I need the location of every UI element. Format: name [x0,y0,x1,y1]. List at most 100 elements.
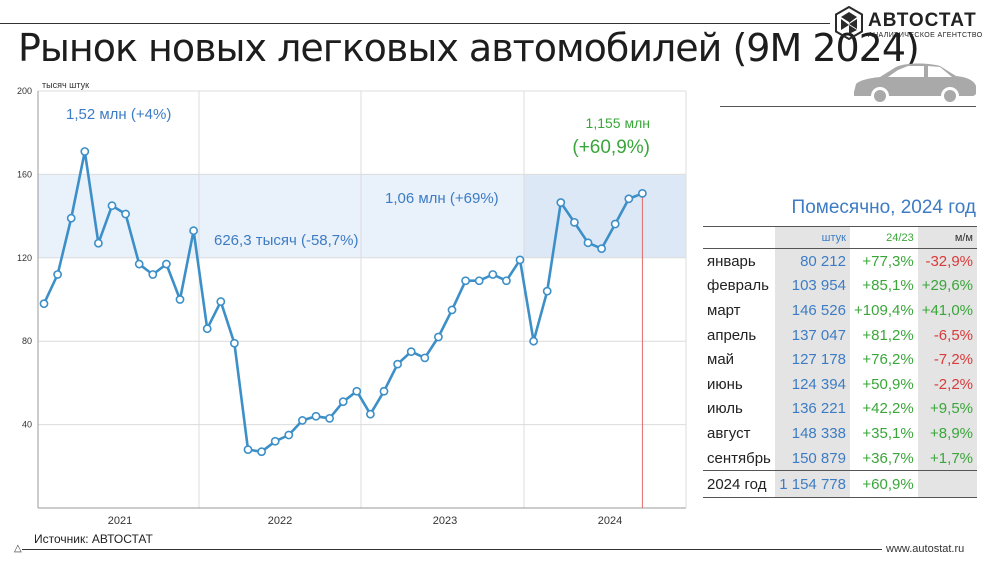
highlight-band-2024 [524,174,686,258]
data-point [461,276,470,286]
x-tick-label: 2023 [433,515,457,527]
data-point [284,430,294,440]
row-value: 136 221 [775,396,850,422]
data-point [433,332,443,342]
row-value: 137 047 [775,322,850,348]
data-point [610,219,620,229]
header-mom: м/м [917,226,977,249]
data-point [134,259,144,269]
row-mom: -6,5% [917,322,977,348]
logo: АВТОСТАТ АНАЛИТИЧЕСКОЕ АГЕНТСТВО [834,5,994,48]
logo-name: АВТОСТАТ [868,10,977,31]
row-mom: +29,6% [917,273,977,299]
data-point [393,359,402,369]
x-tick-label: 2022 [268,515,292,527]
line-chart: 40 80 120 160 200 тысяч штук 2021 2022 2023 2024 1… [17,80,687,527]
data-point [365,409,375,419]
data-point [297,416,307,425]
data-point [216,297,226,306]
data-point [583,238,593,248]
row-month: апрель [707,326,757,344]
page-title: Рынок новых легковых автомобилей (9М 202… [18,26,920,70]
table-header-row: штук 24/23 м/м [703,226,977,249]
data-point [53,270,62,279]
data-point [243,445,253,455]
y-tick-label: 80 [22,336,32,346]
row-mom: -32,9% [917,248,977,274]
data-point [270,436,280,446]
data-point [488,270,498,279]
annotation-2024-total: 1,155 млн [586,115,650,131]
annotation-2023: 1,06 млн (+69%) [385,190,499,207]
row-month: июль [707,400,743,418]
data-point [257,447,266,457]
annotation-2022: 626,3 тысяч (-58,7%) [214,232,358,249]
annotation-2021: 1,52 млн (+4%) [66,106,171,123]
row-yoy: +36,7% [862,449,914,467]
source-note: Источник: АВТОСТАТ [34,532,153,546]
data-point [624,194,634,204]
table-row: август 148 338 +35,1% +8,9% [703,421,977,446]
table-row: сентябрь 150 879 +36,7% +1,7% [703,445,977,471]
data-point [474,276,484,286]
row-value: 127 178 [775,347,850,372]
table-row: июнь 124 394 +50,9% -2,2% [703,371,977,397]
row-yoy: +50,9% [862,375,914,393]
row-yoy: +42,2% [862,400,914,418]
data-point [570,217,579,227]
row-month: сентябрь [707,449,771,467]
row-yoy: +85,1% [862,277,914,295]
hexagon-logo-icon [835,5,863,41]
data-point [107,201,117,211]
header-value: штук [775,226,850,249]
data-point [80,147,90,156]
row-value: 124 394 [775,371,850,397]
row-mom: -2,2% [917,371,977,397]
row-yoy: +76,2% [862,351,914,369]
data-point [515,255,525,265]
annotation-2024-growth: (+60,9%) [572,137,650,158]
table-row: апрель 137 047 +81,2% -6,5% [703,322,977,348]
logo-subtitle: АНАЛИТИЧЕСКОЕ АГЕНТСТВО [868,32,983,39]
total-mom [917,470,977,499]
x-tick-label: 2024 [598,515,622,527]
data-point [379,386,389,396]
row-mom: -7,2% [917,347,977,372]
table-row: май 127 178 +76,2% -7,2% [703,347,977,372]
total-label: 2024 год [703,470,776,499]
data-point [121,209,130,219]
row-month: февраль [707,277,769,295]
bottom-rule [22,549,882,550]
data-point [39,299,49,309]
y-tick-label: 120 [17,253,32,263]
x-tick-label: 2021 [108,515,132,527]
row-yoy: +109,4% [854,301,914,319]
data-point [597,244,606,254]
monthly-table: штук 24/23 м/м январь 80 212 +77,3% -32,… [703,226,977,499]
row-value: 150 879 [775,445,850,471]
data-point [352,386,362,396]
data-point [406,347,416,357]
data-point [338,397,348,407]
data-point [556,198,566,207]
data-point [94,238,103,248]
row-mom: +8,9% [917,421,977,446]
row-month: март [707,301,741,319]
row-value: 80 212 [775,248,850,274]
data-point [161,259,171,269]
data-point [325,413,334,423]
table-row: январь 80 212 +77,3% -32,9% [703,248,977,274]
data-point [148,270,158,279]
row-yoy: +35,1% [862,424,914,442]
table-total-row: 2024 год 1 154 778 +60,9% [703,470,977,499]
row-month: июнь [707,375,743,393]
data-point [420,353,430,363]
table-row: март 146 526 +109,4% +41,0% [703,298,977,323]
triangle-icon: △ [14,543,22,554]
row-value: 148 338 [775,421,850,446]
y-tick-label: 40 [22,420,32,430]
row-value: 146 526 [775,298,850,323]
row-month: май [707,351,735,369]
data-point [529,336,538,346]
header-month [703,226,776,249]
